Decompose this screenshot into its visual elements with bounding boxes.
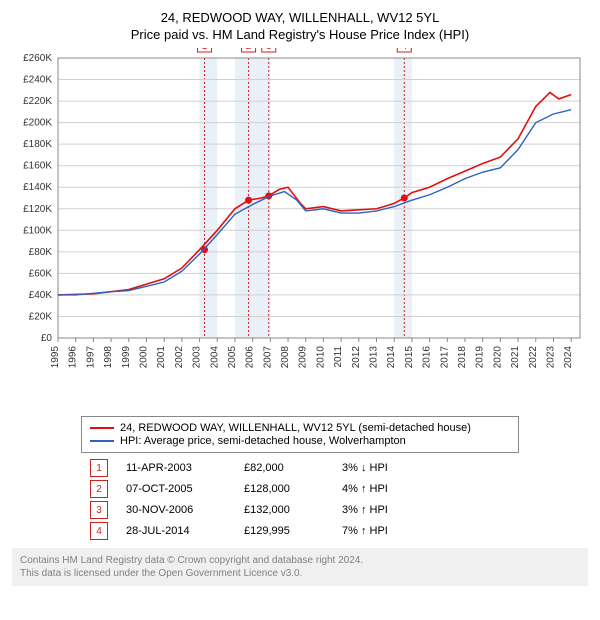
sale-hpi-diff: 3% ↑ HPI <box>342 504 422 516</box>
sale-date: 30-NOV-2006 <box>126 504 226 516</box>
svg-text:1999: 1999 <box>121 346 132 369</box>
svg-text:2021: 2021 <box>510 346 521 369</box>
svg-text:4: 4 <box>402 48 408 52</box>
svg-text:2009: 2009 <box>298 346 309 369</box>
svg-text:1997: 1997 <box>85 346 96 369</box>
svg-text:2023: 2023 <box>545 346 556 369</box>
title-subtitle: Price paid vs. HM Land Registry's House … <box>10 27 590 42</box>
svg-text:£80K: £80K <box>29 247 53 258</box>
svg-text:2005: 2005 <box>227 346 238 369</box>
svg-text:£100K: £100K <box>23 225 52 236</box>
attribution-footer: Contains HM Land Registry data © Crown c… <box>12 548 588 586</box>
svg-text:£120K: £120K <box>23 204 52 215</box>
sale-row: 4 28-JUL-2014 £129,995 7% ↑ HPI <box>90 522 510 540</box>
legend: 24, REDWOOD WAY, WILLENHALL, WV12 5YL (s… <box>81 416 519 453</box>
svg-text:2022: 2022 <box>528 346 539 369</box>
svg-text:2011: 2011 <box>333 346 344 368</box>
svg-text:1995: 1995 <box>50 346 61 369</box>
sale-row: 2 07-OCT-2005 £128,000 4% ↑ HPI <box>90 480 510 498</box>
legend-item: 24, REDWOOD WAY, WILLENHALL, WV12 5YL (s… <box>90 422 510 434</box>
svg-text:2000: 2000 <box>138 346 149 369</box>
sale-hpi-diff: 7% ↑ HPI <box>342 525 422 537</box>
svg-text:2016: 2016 <box>422 346 433 369</box>
legend-label: 24, REDWOOD WAY, WILLENHALL, WV12 5YL (s… <box>120 422 471 434</box>
svg-text:2019: 2019 <box>475 346 486 369</box>
svg-text:£20K: £20K <box>29 311 53 322</box>
sale-row: 1 11-APR-2003 £82,000 3% ↓ HPI <box>90 459 510 477</box>
sale-price: £129,995 <box>244 525 324 537</box>
sale-date: 07-OCT-2005 <box>126 483 226 495</box>
svg-text:2014: 2014 <box>386 346 397 369</box>
svg-text:2017: 2017 <box>439 346 450 369</box>
price-chart: £0 £20K £40K £60K £80K £100K £120K £140K £160K £1… <box>10 48 590 408</box>
svg-text:2012: 2012 <box>351 346 362 369</box>
legend-swatch <box>90 440 114 442</box>
sale-marker-number: 2 <box>90 480 108 498</box>
sale-marker-number: 3 <box>90 501 108 519</box>
svg-text:2007: 2007 <box>262 346 273 369</box>
svg-text:2015: 2015 <box>404 346 415 369</box>
svg-text:2020: 2020 <box>492 346 503 369</box>
svg-text:2013: 2013 <box>369 346 380 369</box>
sale-marker-number: 4 <box>90 522 108 540</box>
svg-text:£160K: £160K <box>23 161 52 172</box>
svg-text:£0: £0 <box>41 333 53 344</box>
svg-text:2010: 2010 <box>315 346 326 369</box>
sale-price: £132,000 <box>244 504 324 516</box>
svg-text:2: 2 <box>246 48 252 52</box>
svg-text:2001: 2001 <box>156 346 167 369</box>
title-address: 24, REDWOOD WAY, WILLENHALL, WV12 5YL <box>10 10 590 25</box>
svg-text:£240K: £240K <box>23 75 52 86</box>
svg-text:2018: 2018 <box>457 346 468 369</box>
svg-text:3: 3 <box>266 48 272 52</box>
svg-text:2008: 2008 <box>280 346 291 369</box>
svg-text:2002: 2002 <box>174 346 185 369</box>
svg-text:2004: 2004 <box>209 346 220 369</box>
sale-row: 3 30-NOV-2006 £132,000 3% ↑ HPI <box>90 501 510 519</box>
svg-text:1998: 1998 <box>103 346 114 369</box>
svg-text:£260K: £260K <box>23 53 52 64</box>
sale-hpi-diff: 4% ↑ HPI <box>342 483 422 495</box>
footer-line: This data is licensed under the Open Gov… <box>20 567 580 580</box>
svg-text:£60K: £60K <box>29 268 53 279</box>
svg-text:£40K: £40K <box>29 290 53 301</box>
legend-swatch <box>90 427 114 429</box>
svg-text:2003: 2003 <box>192 346 203 369</box>
svg-text:1996: 1996 <box>68 346 79 369</box>
svg-text:2006: 2006 <box>245 346 256 369</box>
svg-text:£220K: £220K <box>23 96 52 107</box>
sale-price: £128,000 <box>244 483 324 495</box>
svg-text:2024: 2024 <box>563 346 574 369</box>
sales-table: 1 11-APR-2003 £82,000 3% ↓ HPI 2 07-OCT-2005 £… <box>90 459 510 540</box>
footer-line: Contains HM Land Registry data © Crown c… <box>20 554 580 567</box>
svg-text:£140K: £140K <box>23 182 52 193</box>
sale-hpi-diff: 3% ↓ HPI <box>342 462 422 474</box>
svg-text:1: 1 <box>202 48 208 52</box>
sale-price: £82,000 <box>244 462 324 474</box>
sale-date: 11-APR-2003 <box>126 462 226 474</box>
sale-marker-number: 1 <box>90 459 108 477</box>
legend-item: HPI: Average price, semi-detached house,… <box>90 435 510 447</box>
legend-label: HPI: Average price, semi-detached house,… <box>120 435 406 447</box>
svg-text:£180K: £180K <box>23 139 52 150</box>
sale-date: 28-JUL-2014 <box>126 525 226 537</box>
svg-text:£200K: £200K <box>23 118 52 129</box>
